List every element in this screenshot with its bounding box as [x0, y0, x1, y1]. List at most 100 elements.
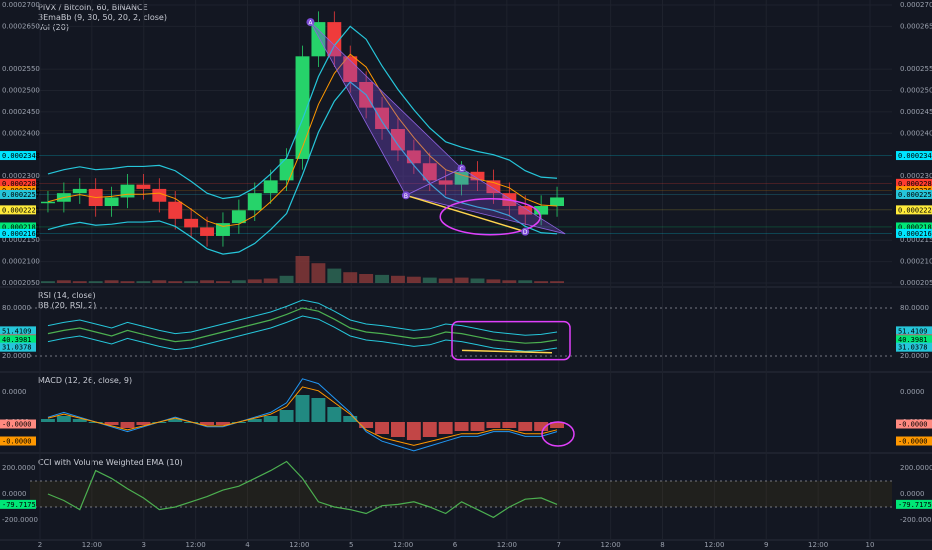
- volume-bar: [375, 274, 389, 283]
- candle-body: [41, 201, 55, 204]
- time-tick-label: 12:00: [82, 541, 102, 549]
- ema-line: [47, 53, 558, 227]
- macd-histogram-bar: [295, 395, 310, 422]
- rsi-tag-right-bg: [896, 326, 932, 336]
- main-legend: PIVX / Bitcoin, 60, BINANCE 3EmaBb (9, 3…: [38, 3, 167, 33]
- macd-highlight-ellipse: [541, 421, 575, 447]
- macd-tick-left: 0.0000: [2, 388, 27, 396]
- macd-histogram-bar: [311, 398, 326, 422]
- indicator-volume: Vol (20): [38, 23, 69, 32]
- cci-tag-left: -79.7175: [2, 501, 36, 509]
- rsi-title: RSI (14, close): [38, 291, 96, 300]
- time-tick-label: 12:00: [186, 541, 206, 549]
- price-tick-right: 0.0002500: [900, 87, 932, 95]
- price-tag-left-bg: [0, 205, 36, 215]
- macd-histogram-bar: [216, 422, 230, 425]
- volume-bar: [422, 277, 437, 283]
- macd-histogram-bar: [486, 422, 501, 428]
- price-tick-left: 0.0002500: [2, 87, 40, 95]
- candle-body: [152, 188, 167, 202]
- price-tick-left: 0.0002400: [2, 129, 40, 137]
- rsi-tick-left: 20.0000: [2, 352, 31, 360]
- macd-histogram-bar: [359, 422, 374, 428]
- price-tag-right: 0.0002283: [898, 180, 932, 188]
- macd-histogram-bar: [136, 422, 151, 425]
- rsi-tick-left: 80.0000: [2, 304, 31, 312]
- rsi-tag-left-bg: [0, 342, 36, 352]
- volume-bar: [184, 281, 199, 283]
- price-tick-right: 0.0002450: [900, 108, 932, 116]
- pattern-point-label: A: [308, 20, 313, 27]
- macd-histogram-bar: [534, 422, 549, 431]
- price-tick-right: 0.0002100: [900, 258, 932, 266]
- price-tag-right-bg: [896, 189, 932, 199]
- volume-bar: [502, 280, 517, 283]
- time-tick-label: 6: [453, 541, 458, 549]
- candle-body: [454, 171, 469, 185]
- rsi-tag-left: 31.0378: [2, 344, 32, 352]
- macd-histogram-bar: [422, 422, 437, 437]
- price-tag-left: 0.0002166: [2, 230, 40, 238]
- volume-bar: [406, 276, 421, 283]
- time-tick-label: 12:00: [704, 541, 724, 549]
- rsi-trend-line: [461, 349, 553, 354]
- chart-title: PIVX / Bitcoin, 60, BINANCE: [38, 3, 148, 12]
- price-tick-right: 0.0002050: [900, 279, 932, 287]
- time-tick-label: 12:00: [289, 541, 309, 549]
- rsi-tag-right-bg: [896, 342, 932, 352]
- time-tick-label: 3: [142, 541, 146, 549]
- volume-bar: [327, 268, 342, 283]
- candle-body: [231, 210, 246, 224]
- volume-bar: [359, 274, 374, 283]
- bb-lower-line: [47, 81, 558, 255]
- time-tick-label: 10: [866, 541, 875, 549]
- volume-bar: [470, 278, 485, 283]
- volume-bar: [56, 280, 71, 283]
- price-tag-right: 0.0002348: [898, 152, 932, 160]
- macd-tag-right: -0.0000: [898, 421, 928, 429]
- macd-panel[interactable]: [41, 378, 575, 452]
- candle-body: [438, 180, 453, 185]
- cci-line: [47, 460, 558, 519]
- volume-bar: [550, 281, 564, 283]
- price-tag-left-bg: [0, 151, 36, 161]
- macd-histogram-bar: [470, 422, 485, 431]
- macd-histogram-bar: [327, 407, 342, 422]
- price-tag-right-bg: [896, 222, 932, 232]
- cci-panel[interactable]: [30, 460, 892, 519]
- price-tag-right: 0.0002221: [898, 206, 932, 214]
- price-tick-left: 0.0002650: [2, 22, 40, 30]
- macd-histogram-bar: [200, 422, 214, 425]
- macd-histogram-bar: [72, 419, 87, 422]
- price-tag-right-bg: [896, 178, 932, 188]
- macd-histogram-bar: [343, 416, 358, 422]
- volume-bar: [311, 263, 326, 283]
- macd-histogram-bar: [550, 422, 564, 428]
- volume-bar: [72, 281, 87, 283]
- price-panel[interactable]: A B C D: [30, 11, 892, 283]
- macd-histogram-bar: [168, 419, 183, 422]
- cci-tick-left: -200.0000: [2, 516, 38, 524]
- rsi-tag-right-bg: [896, 335, 932, 345]
- cci-legend: CCI with Volume Weighted EMA (10): [38, 458, 183, 468]
- macd-histogram-bar: [518, 422, 533, 431]
- rsi-tag-left-bg: [0, 335, 36, 345]
- volume-bar: [518, 280, 533, 283]
- cci-tag-right-bg: [896, 499, 932, 509]
- macd-histogram-bar: [247, 419, 262, 422]
- price-tag-left-bg: [0, 222, 36, 232]
- time-tick-label: 9: [764, 541, 768, 549]
- time-tick-label: 7: [557, 541, 561, 549]
- price-tick-left: 0.0002550: [2, 65, 40, 73]
- price-tag-left: 0.0002348: [2, 152, 40, 160]
- macd-histogram-bar: [406, 422, 421, 440]
- rsi-bb-lower: [47, 315, 558, 352]
- price-tick-left: 0.0002700: [2, 1, 40, 9]
- volume-bar: [152, 280, 167, 283]
- price-tag-left: 0.0002257: [2, 191, 40, 199]
- price-tag-left: 0.0002181: [2, 223, 40, 231]
- volume-bar: [247, 279, 262, 283]
- price-tick-left: 0.0002100: [2, 258, 40, 266]
- rsi-panel[interactable]: [30, 299, 892, 361]
